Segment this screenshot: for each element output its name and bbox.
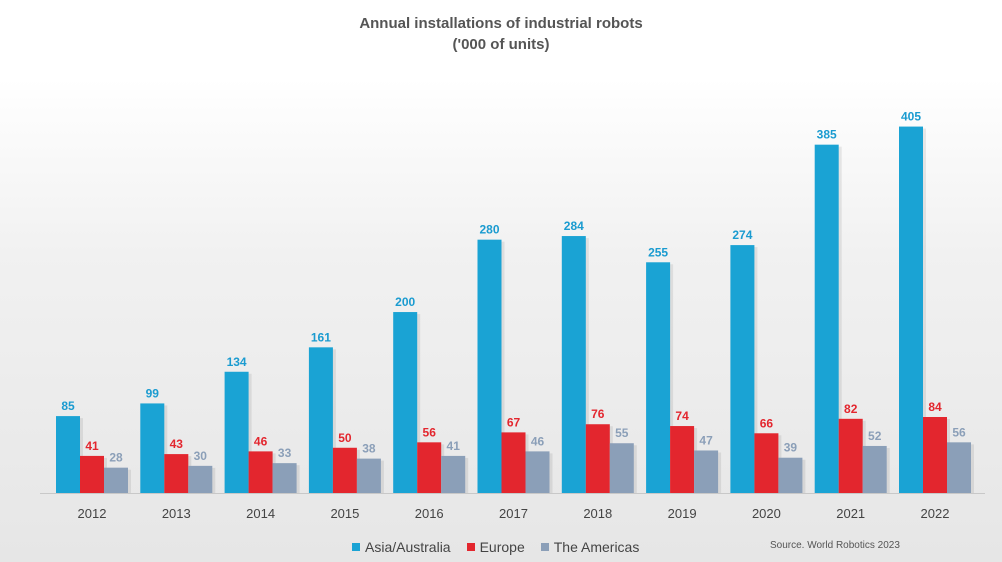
bar-europe-2012 (80, 455, 104, 493)
legend-label-asia: Asia/Australia (365, 539, 451, 555)
x-tick-label-2020: 2020 (752, 506, 781, 521)
bar-asia-2022 (899, 126, 923, 494)
data-label-europe-2018: 76 (591, 407, 605, 421)
data-label-americas-2019: 47 (699, 433, 713, 447)
bar-asia-2021 (814, 144, 839, 493)
data-label-americas-2017: 46 (531, 434, 545, 448)
legend-swatch-asia (352, 543, 360, 551)
data-label-europe-2021: 82 (844, 402, 858, 416)
data-label-americas-2015: 38 (362, 442, 376, 456)
data-label-europe-2016: 56 (423, 425, 437, 439)
data-label-europe-2013: 43 (170, 437, 184, 451)
legend: Asia/Australia Europe The Americas (352, 539, 655, 555)
x-tick-label-2017: 2017 (499, 506, 528, 521)
legend-swatch-europe (466, 543, 475, 551)
bar-asia-2019 (646, 262, 671, 493)
data-label-asia-2016: 200 (395, 295, 415, 309)
bar-europe-2021 (838, 418, 863, 493)
data-label-europe-2019: 74 (675, 409, 689, 423)
x-tick-label-2015: 2015 (330, 506, 359, 521)
data-label-europe-2012: 41 (85, 439, 99, 453)
data-label-asia-2012: 85 (61, 399, 75, 413)
bar-americas-2014 (272, 463, 297, 493)
data-label-asia-2022: 405 (901, 110, 921, 124)
bar-asia-2013 (140, 403, 165, 493)
legend-label-europe: Europe (479, 539, 525, 555)
data-label-americas-2014: 33 (278, 446, 292, 460)
bar-europe-2022 (923, 417, 947, 493)
legend-swatch-americas (540, 543, 549, 551)
bar-europe-2019 (670, 426, 695, 493)
bar-americas-2019 (694, 450, 719, 493)
x-tick-label-2013: 2013 (162, 506, 191, 521)
data-label-europe-2014: 46 (254, 434, 268, 448)
data-label-asia-2018: 284 (564, 219, 584, 233)
data-label-asia-2019: 255 (648, 245, 668, 259)
bar-americas-2021 (862, 445, 887, 493)
data-label-asia-2014: 134 (227, 355, 247, 369)
bar-americas-2020 (778, 457, 803, 493)
data-label-europe-2020: 66 (760, 416, 774, 430)
chart-subtitle: ('000 of units) (452, 36, 550, 53)
data-label-asia-2017: 280 (479, 223, 499, 237)
data-label-asia-2021: 385 (817, 128, 837, 142)
bar-europe-2014 (248, 451, 273, 493)
x-tick-label-2022: 2022 (921, 506, 950, 521)
legend-item-asia: Asia/Australia (352, 539, 451, 555)
bar-europe-2016 (417, 442, 442, 493)
bar-asia-2020 (730, 245, 755, 493)
legend-label-americas: The Americas (553, 539, 640, 555)
data-label-americas-2016: 41 (447, 439, 461, 453)
bar-asia-2017 (477, 239, 502, 493)
legend-item-europe: Europe (466, 539, 525, 555)
x-tick-label-2016: 2016 (415, 506, 444, 521)
source-note: Source. World Robotics 2023 (770, 540, 900, 551)
bar-americas-2018 (609, 443, 634, 493)
bar-americas-2017 (525, 451, 550, 493)
data-label-americas-2021: 52 (868, 429, 882, 443)
bar-americas-2016 (441, 455, 466, 493)
x-tick-label-2021: 2021 (836, 506, 865, 521)
data-label-americas-2018: 55 (615, 426, 629, 440)
bar-asia-2016 (393, 312, 418, 493)
bar-americas-2015 (356, 458, 381, 493)
data-label-americas-2020: 39 (784, 441, 798, 455)
x-tick-label-2012: 2012 (78, 506, 107, 521)
x-tick-label-2019: 2019 (668, 506, 697, 521)
bar-europe-2017 (501, 432, 526, 493)
bar-asia-2018 (561, 236, 586, 494)
chart-title: Annual installations of industrial robot… (359, 15, 643, 32)
bar-americas-2012 (104, 467, 128, 493)
data-label-europe-2022: 84 (928, 400, 942, 414)
x-tick-label-2014: 2014 (246, 506, 275, 521)
bar-asia-2014 (224, 371, 249, 493)
data-label-americas-2012: 28 (109, 451, 123, 465)
data-label-asia-2020: 274 (732, 228, 752, 242)
data-label-americas-2013: 30 (194, 449, 208, 463)
data-label-asia-2015: 161 (311, 330, 331, 344)
data-label-europe-2017: 67 (507, 415, 521, 429)
data-label-americas-2022: 56 (952, 425, 966, 439)
x-tick-label-2018: 2018 (583, 506, 612, 521)
data-label-asia-2013: 99 (146, 386, 160, 400)
bar-europe-2020 (754, 433, 779, 493)
bar-asia-2015 (308, 347, 333, 493)
data-label-europe-2015: 50 (338, 431, 352, 445)
legend-item-americas: The Americas (540, 539, 640, 555)
bar-europe-2018 (585, 424, 610, 493)
bar-americas-2013 (188, 465, 213, 493)
bar-europe-2015 (332, 447, 357, 493)
bar-americas-2022 (947, 442, 971, 493)
bar-asia-2012 (56, 416, 80, 493)
bar-europe-2013 (164, 454, 189, 493)
